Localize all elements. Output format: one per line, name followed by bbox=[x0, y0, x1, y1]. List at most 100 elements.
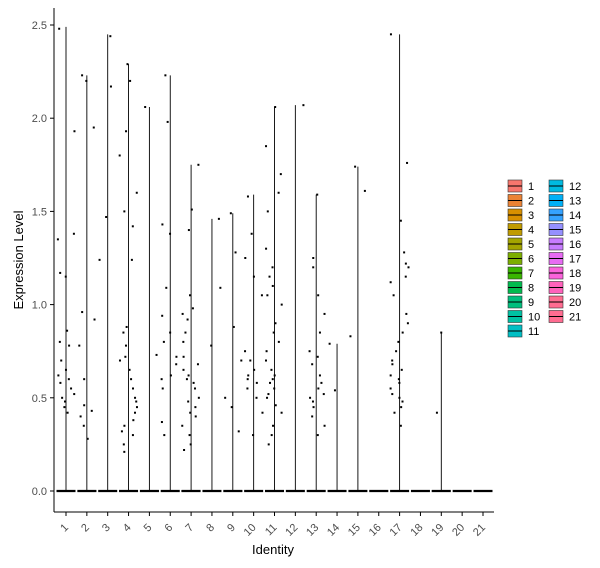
cell-point bbox=[133, 490, 136, 492]
cell-point bbox=[83, 404, 86, 407]
cell-point bbox=[182, 340, 185, 343]
cell-point bbox=[99, 490, 102, 492]
cell-point bbox=[85, 490, 87, 492]
cell-point bbox=[375, 490, 377, 492]
cell-point bbox=[349, 335, 352, 338]
cell-point bbox=[354, 490, 357, 492]
cell-point bbox=[163, 490, 165, 492]
cell-point bbox=[255, 396, 258, 399]
cell-point bbox=[125, 325, 128, 328]
cell-point bbox=[81, 74, 84, 77]
cell-point bbox=[72, 490, 74, 492]
cell-point bbox=[302, 104, 305, 107]
cell-point bbox=[120, 430, 123, 433]
cell-point bbox=[307, 490, 310, 492]
cell-point bbox=[399, 424, 402, 427]
cell-point bbox=[320, 381, 323, 384]
cell-point bbox=[237, 490, 239, 492]
cell-point bbox=[301, 490, 304, 492]
cell-point bbox=[184, 490, 186, 492]
cell-point bbox=[400, 406, 403, 409]
cell-point bbox=[81, 311, 84, 314]
cell-point bbox=[131, 434, 134, 437]
cell-point bbox=[397, 378, 400, 381]
cell-point bbox=[487, 490, 490, 492]
cell-point bbox=[480, 490, 483, 492]
cell-point bbox=[194, 415, 197, 418]
cell-point bbox=[188, 490, 191, 492]
cell-point bbox=[267, 443, 270, 446]
cell-point bbox=[58, 27, 61, 30]
cell-point bbox=[214, 490, 216, 492]
cell-point bbox=[169, 331, 172, 334]
cell-point bbox=[232, 325, 235, 328]
cell-point bbox=[155, 353, 158, 356]
cell-point bbox=[70, 387, 73, 390]
cell-point bbox=[161, 223, 164, 226]
cell-point bbox=[272, 331, 275, 334]
cell-point bbox=[82, 490, 84, 492]
cell-point bbox=[92, 126, 95, 129]
cell-point bbox=[204, 490, 206, 492]
legend-label: 4 bbox=[528, 225, 534, 237]
legend-label: 7 bbox=[528, 268, 534, 280]
cell-point bbox=[194, 387, 197, 390]
cell-point bbox=[395, 350, 398, 353]
cell-point bbox=[60, 359, 63, 362]
cell-point bbox=[427, 490, 430, 492]
cell-point bbox=[230, 406, 233, 409]
cell-point bbox=[454, 490, 457, 492]
cell-point bbox=[184, 331, 187, 334]
x-tick-label: 13 bbox=[304, 522, 321, 539]
cell-point bbox=[298, 490, 301, 492]
cell-point bbox=[162, 340, 165, 343]
cell-point bbox=[122, 443, 125, 446]
cell-point bbox=[161, 387, 164, 390]
cell-point bbox=[311, 400, 314, 403]
cell-point bbox=[89, 490, 91, 492]
x-tick-label: 19 bbox=[429, 522, 446, 539]
cell-point bbox=[130, 258, 133, 261]
cell-point bbox=[240, 359, 243, 362]
cell-point bbox=[373, 490, 375, 492]
cell-point bbox=[210, 344, 213, 347]
cell-point bbox=[319, 490, 322, 492]
cell-point bbox=[461, 490, 464, 492]
cell-point bbox=[265, 247, 268, 250]
cell-point bbox=[389, 374, 392, 377]
cell-point bbox=[134, 411, 137, 414]
cell-point bbox=[73, 393, 76, 396]
cell-point bbox=[265, 350, 268, 353]
cell-point bbox=[392, 490, 395, 492]
cell-point bbox=[311, 415, 314, 418]
cell-point bbox=[187, 374, 190, 377]
cell-point bbox=[291, 490, 294, 492]
cell-point bbox=[101, 490, 104, 492]
cell-point bbox=[399, 490, 401, 492]
y-tick-label: 0.5 bbox=[32, 393, 47, 405]
cell-point bbox=[389, 387, 392, 390]
cell-point bbox=[130, 378, 133, 381]
cell-point bbox=[189, 294, 192, 297]
cell-point bbox=[67, 378, 70, 381]
cell-point bbox=[403, 251, 406, 254]
cell-point bbox=[123, 210, 126, 213]
cell-point bbox=[81, 490, 83, 492]
x-tick-label: 12 bbox=[283, 522, 300, 539]
cell-point bbox=[192, 381, 195, 384]
cell-point bbox=[124, 490, 127, 492]
cell-point bbox=[131, 225, 134, 228]
cell-point bbox=[281, 490, 283, 492]
cell-point bbox=[432, 490, 435, 492]
x-tick-label: 21 bbox=[471, 522, 488, 539]
cell-point bbox=[404, 262, 407, 265]
y-tick-label: 1.0 bbox=[32, 300, 47, 312]
cell-point bbox=[323, 424, 326, 427]
cell-point bbox=[64, 275, 67, 278]
cell-point bbox=[308, 350, 311, 353]
cell-point bbox=[369, 490, 372, 492]
cell-point bbox=[148, 490, 150, 492]
cell-point bbox=[433, 490, 436, 492]
cell-point bbox=[363, 189, 366, 192]
